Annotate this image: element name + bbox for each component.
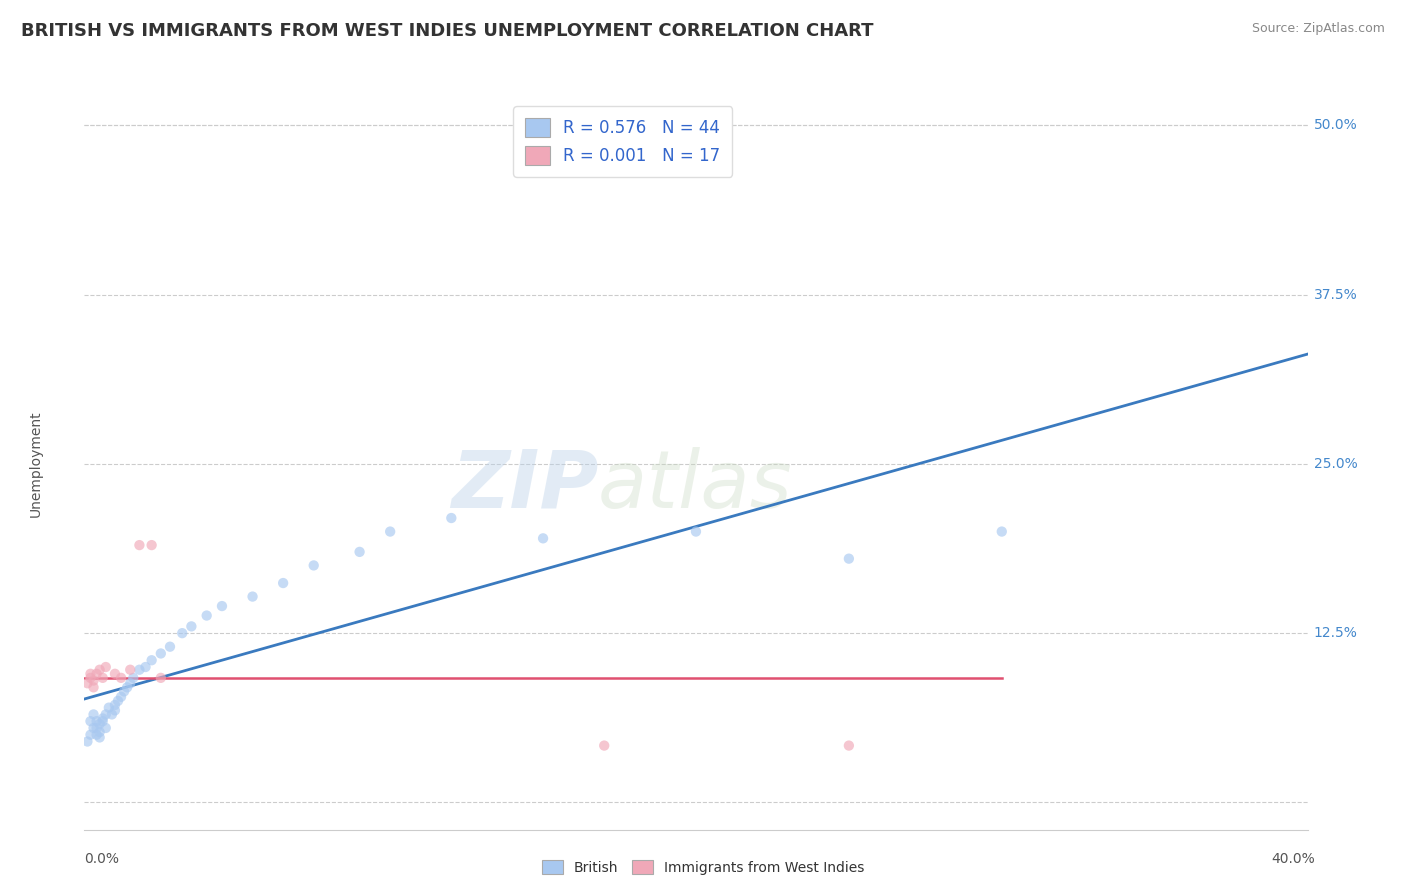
Point xyxy=(83,721,105,735)
Point xyxy=(86,728,108,742)
Point xyxy=(172,626,194,640)
Point xyxy=(271,576,294,591)
Point xyxy=(110,671,132,685)
Point xyxy=(128,538,150,552)
Point xyxy=(76,734,98,748)
Point xyxy=(79,671,101,685)
Point xyxy=(141,538,163,552)
Point xyxy=(79,666,101,681)
Point xyxy=(120,676,142,690)
Point xyxy=(110,690,132,704)
Point xyxy=(531,532,554,546)
Legend: British, Immigrants from West Indies: British, Immigrants from West Indies xyxy=(536,855,870,880)
Text: 50.0%: 50.0% xyxy=(1313,119,1357,132)
Point xyxy=(242,590,264,604)
Point xyxy=(991,524,1014,539)
Point xyxy=(135,660,157,674)
Text: atlas: atlas xyxy=(598,447,793,524)
Point xyxy=(195,608,218,623)
Point xyxy=(685,524,707,539)
Point xyxy=(838,739,860,753)
Point xyxy=(89,725,111,739)
Point xyxy=(89,717,111,731)
Point xyxy=(86,714,108,729)
Text: 37.5%: 37.5% xyxy=(1313,287,1357,301)
Point xyxy=(79,728,101,742)
Point xyxy=(83,707,105,722)
Point xyxy=(159,640,181,654)
Point xyxy=(91,714,114,729)
Point xyxy=(440,511,463,525)
Point xyxy=(380,524,402,539)
Point xyxy=(104,666,127,681)
Point xyxy=(838,551,860,566)
Point xyxy=(593,739,616,753)
Point xyxy=(120,663,142,677)
Point xyxy=(79,714,101,729)
Point xyxy=(89,663,111,677)
Point xyxy=(149,671,172,685)
Point xyxy=(302,558,325,573)
Point xyxy=(86,721,108,735)
Point xyxy=(86,666,108,681)
Text: Source: ZipAtlas.com: Source: ZipAtlas.com xyxy=(1251,22,1385,36)
Text: 0.0%: 0.0% xyxy=(84,853,120,866)
Text: 12.5%: 12.5% xyxy=(1313,626,1358,640)
Text: BRITISH VS IMMIGRANTS FROM WEST INDIES UNEMPLOYMENT CORRELATION CHART: BRITISH VS IMMIGRANTS FROM WEST INDIES U… xyxy=(21,22,873,40)
Point xyxy=(97,700,120,714)
Point xyxy=(76,676,98,690)
Point xyxy=(94,707,117,722)
Point xyxy=(104,703,127,717)
Point xyxy=(211,599,233,613)
Point xyxy=(141,653,163,667)
Point xyxy=(349,545,371,559)
Point xyxy=(149,647,172,661)
Point xyxy=(107,694,129,708)
Point xyxy=(83,673,105,688)
Point xyxy=(94,721,117,735)
Point xyxy=(91,671,114,685)
Text: Unemployment: Unemployment xyxy=(28,410,42,517)
Point xyxy=(115,681,138,695)
Point xyxy=(122,671,145,685)
Point xyxy=(91,711,114,725)
Point xyxy=(180,619,202,633)
Text: 40.0%: 40.0% xyxy=(1271,853,1315,866)
Point xyxy=(101,707,124,722)
Point xyxy=(83,681,105,695)
Point xyxy=(89,731,111,745)
Point xyxy=(104,698,127,712)
Point xyxy=(112,684,135,698)
Point xyxy=(128,663,150,677)
Text: ZIP: ZIP xyxy=(451,447,598,524)
Point xyxy=(94,660,117,674)
Legend: R = 0.576   N = 44, R = 0.001   N = 17: R = 0.576 N = 44, R = 0.001 N = 17 xyxy=(513,106,733,177)
Text: 25.0%: 25.0% xyxy=(1313,457,1357,471)
